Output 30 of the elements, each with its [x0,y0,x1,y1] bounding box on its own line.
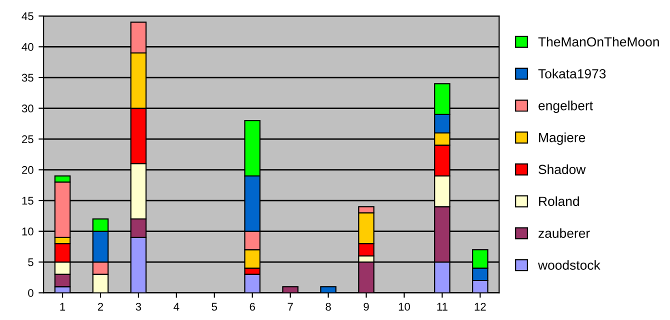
y-tick-label: 0 [28,289,34,297]
x-tick-label: 4 [174,302,180,311]
y-tick-label: 30 [22,104,34,112]
y-tick-label: 35 [22,74,34,82]
y-tick-label: 5 [28,258,34,266]
x-tick-label: 6 [250,302,255,311]
legend-label: zauberer [538,228,590,238]
x-tick-label: 2 [98,302,104,311]
x-tick-label: 7 [288,302,293,311]
x-tick-label: 8 [326,302,331,311]
legend-label: Roland [539,196,579,206]
legend-label: woodstock [538,260,600,270]
y-tick-label: 15 [22,196,34,205]
x-tick-label: 3 [136,302,142,311]
x-tick-label: 12 [474,302,486,311]
y-tick-label: 20 [22,166,34,174]
x-tick-label: 5 [212,302,218,311]
legend-label: Shadow [538,164,586,174]
x-tick-label: 10 [398,302,410,311]
y-tick-label: 10 [22,228,34,236]
legend-label: TheManOnTheMoon [538,36,659,47]
legend-label: Tokata1973 [538,68,606,78]
legend-label: engelbert [538,100,593,113]
x-tick-label: 11 [437,302,448,311]
x-tick-label: 1 [60,302,66,311]
y-tick-label: 45 [22,12,34,20]
y-tick-label: 25 [22,135,34,144]
y-tick-label: 40 [22,43,34,51]
x-tick-label: 9 [364,302,369,311]
legend-label: Magiere [539,132,586,145]
